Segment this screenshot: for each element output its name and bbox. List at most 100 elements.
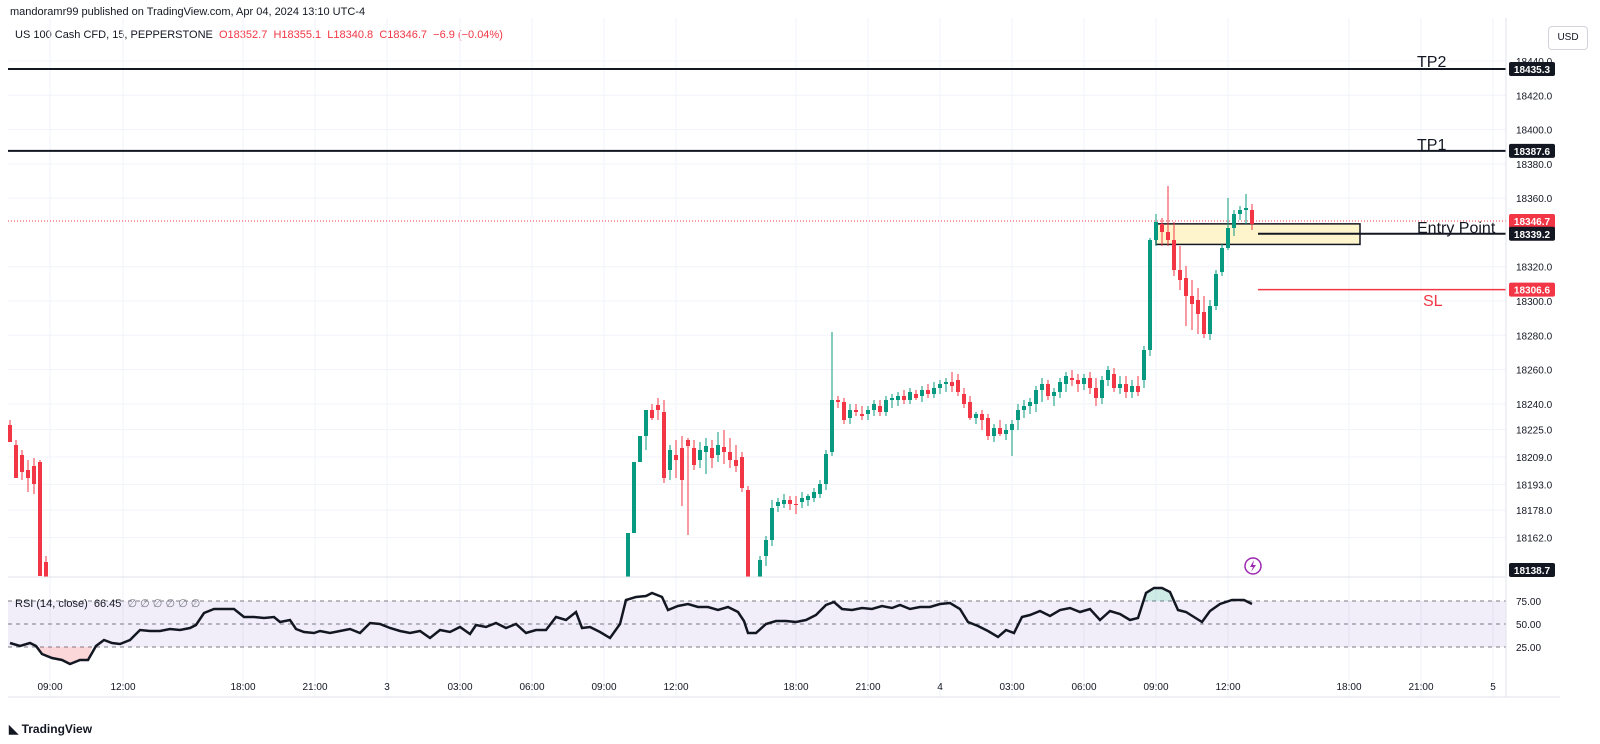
candle-up (1010, 424, 1014, 430)
rsi-value: 66.45 (93, 598, 122, 610)
price-tick-label: 18320.0 (1516, 263, 1553, 274)
candle-up (1244, 208, 1248, 210)
price-label: 18346.7 (1514, 217, 1551, 228)
candle-up (1064, 376, 1068, 384)
candle-down (980, 414, 984, 420)
rsi-extra: ∅ ∅ ∅ ∅ ∅ ∅ (127, 598, 201, 610)
lightning-icon (1250, 560, 1256, 572)
candle-up (824, 454, 828, 484)
candle-down (788, 500, 792, 504)
candle-down (20, 455, 24, 472)
time-tick-label: 5 (1490, 682, 1496, 693)
candle-down (1088, 378, 1092, 388)
rsi-label[interactable]: RSI (14, close) (15, 598, 88, 610)
time-tick-label: 18:00 (230, 682, 255, 693)
currency-button[interactable]: USD (1548, 26, 1588, 50)
candle-down (656, 405, 660, 410)
candle-up (812, 492, 816, 498)
time-tick-label: 12:00 (1215, 682, 1240, 693)
candle-down (1160, 224, 1164, 232)
candle-down (1202, 312, 1206, 334)
candle-down (8, 425, 12, 442)
candle-down (1046, 384, 1050, 396)
time-tick-label: 06:00 (1071, 682, 1096, 693)
candle-down (674, 455, 678, 460)
candle-up (782, 500, 786, 504)
candle-down (746, 490, 750, 577)
price-label-bg (1509, 226, 1555, 241)
rsi-legend: RSI (14, close) 66.45 ∅ ∅ ∅ ∅ ∅ ∅ (15, 597, 200, 610)
price-label: 18387.6 (1514, 147, 1551, 158)
candle-up (806, 496, 810, 500)
tradingview-logo[interactable]: ◣ TradingView (9, 722, 92, 736)
candle-up (908, 392, 912, 400)
time-tick-label: 09:00 (591, 682, 616, 693)
candle-down (686, 440, 690, 446)
candle-up (758, 560, 762, 577)
candle-down (842, 402, 846, 420)
candle-up (830, 400, 834, 452)
candle-up (884, 400, 888, 412)
candle-down (44, 562, 48, 577)
tradingview-logo-icon: ◣ (9, 722, 19, 736)
candle-down (968, 402, 972, 418)
candle-up (938, 384, 942, 388)
candle-down (1094, 388, 1098, 398)
candle-down (914, 394, 918, 398)
price-tick-label: 18178.0 (1516, 506, 1553, 517)
publisher-line: mandoramr99 published on TradingView.com… (10, 6, 366, 18)
candle-up (896, 396, 900, 400)
candle-up (1022, 406, 1026, 410)
price-label-bg (1509, 282, 1555, 297)
candle-up (1082, 378, 1086, 384)
candle-up (716, 445, 720, 455)
candle-down (1136, 386, 1140, 392)
time-tick-label: 12:00 (663, 682, 688, 693)
time-tick-label: 18:00 (783, 682, 808, 693)
price-label: 18435.3 (1514, 65, 1551, 76)
rsi-tick-label: 50.00 (1516, 620, 1541, 631)
candle-up (776, 502, 780, 506)
candle-up (920, 390, 924, 396)
price-tick-label: 18280.0 (1516, 331, 1553, 342)
candle-up (974, 414, 978, 418)
candle-up (668, 450, 672, 470)
candle-up (1232, 214, 1236, 228)
candle-up (1238, 210, 1242, 214)
candle-up (944, 382, 948, 384)
time-tick-label: 03:00 (999, 682, 1024, 693)
candle-up (1214, 274, 1218, 306)
candle-down (878, 406, 882, 412)
price-tick-label: 18193.0 (1516, 480, 1553, 491)
candle-down (1112, 374, 1116, 388)
level-label-tp2: TP2 (1417, 54, 1446, 71)
time-tick-label: 4 (937, 682, 943, 693)
level-label-sl: SL (1423, 293, 1443, 310)
time-tick-label: 21:00 (302, 682, 327, 693)
candle-up (1040, 384, 1044, 390)
symbol-legend: US 100 Cash CFD, 15, PEPPERSTONE O18352.… (15, 29, 503, 41)
candle-up (1034, 390, 1038, 404)
candle-down (26, 470, 30, 478)
candle-down (734, 460, 738, 466)
price-tick-label: 18209.0 (1516, 453, 1553, 464)
candle-down (1172, 240, 1176, 270)
time-tick-label: 21:00 (855, 682, 880, 693)
candle-down (902, 396, 906, 400)
candle-up (1004, 430, 1008, 434)
candle-down (794, 504, 798, 505)
symbol-name[interactable]: US 100 Cash CFD, 15, PEPPERSTONE (15, 29, 213, 41)
tradingview-brand: TradingView (21, 722, 93, 736)
candle-up (704, 446, 708, 452)
candle-up (932, 388, 936, 394)
time-tick-label: 03:00 (447, 682, 472, 693)
candle-down (728, 452, 732, 460)
candle-down (650, 410, 654, 418)
ohlc-close: C18346.7 (379, 29, 428, 41)
candle-down (836, 400, 840, 402)
rsi-line (9, 586, 1253, 666)
candle-down (740, 457, 744, 488)
candle-up (1148, 240, 1152, 350)
candle-down (1178, 270, 1182, 280)
